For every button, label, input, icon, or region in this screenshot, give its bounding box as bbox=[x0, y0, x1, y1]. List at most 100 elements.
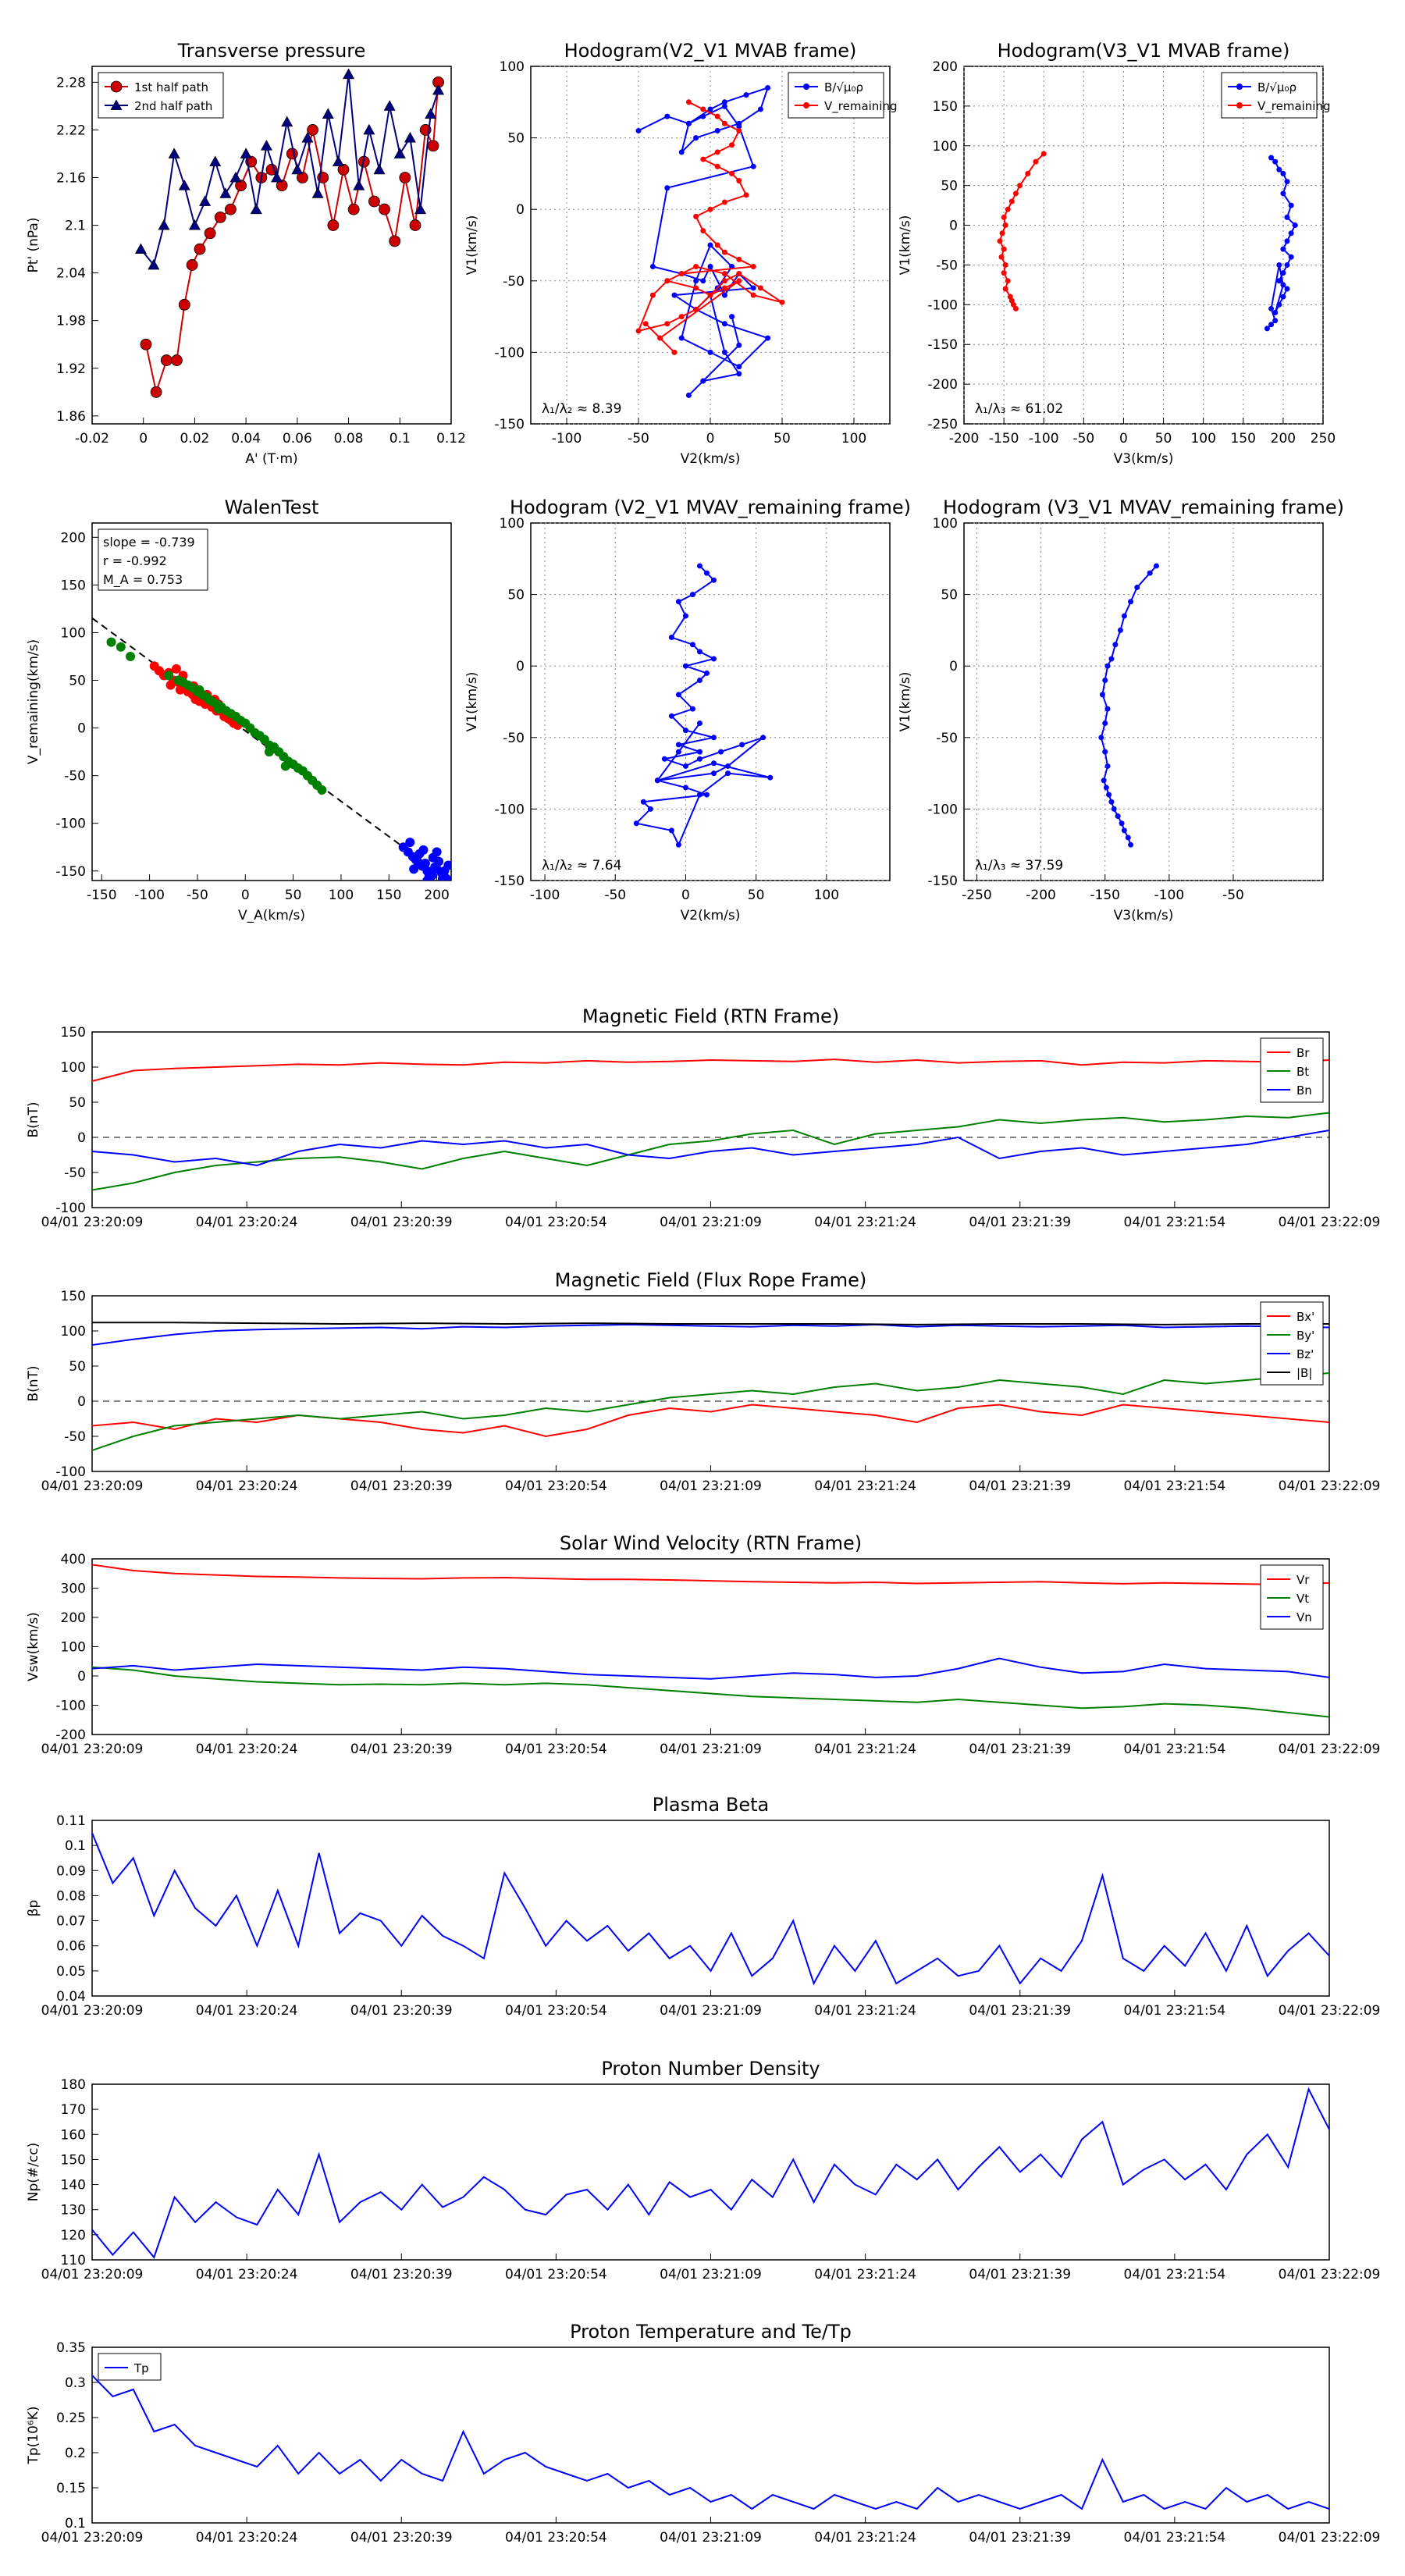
x-tick-label: 04/01 23:21:24 bbox=[814, 2530, 916, 2546]
y-tick-label: 100 bbox=[61, 1060, 86, 1076]
x-tick-label: 250 bbox=[1311, 431, 1336, 447]
x-tick-label: 04/01 23:20:24 bbox=[196, 2003, 298, 2019]
data-point bbox=[1103, 785, 1109, 791]
data-point bbox=[693, 263, 699, 269]
legend-label: By' bbox=[1297, 1329, 1314, 1343]
series-line-Bz' bbox=[92, 1323, 1329, 1346]
panel-title: WalenTest bbox=[225, 496, 319, 518]
data-point bbox=[1104, 706, 1111, 712]
x-tick-label: 04/01 23:21:39 bbox=[969, 2267, 1071, 2282]
data-point bbox=[1272, 318, 1279, 324]
data-point bbox=[1153, 563, 1159, 569]
series-line-Vt bbox=[92, 1666, 1329, 1718]
y-tick-label: 50 bbox=[69, 674, 86, 689]
y-tick-label: -100 bbox=[927, 802, 958, 817]
panel-vsw: Solar Wind Velocity (RTN Frame) -200 -100 0… bbox=[26, 1532, 1380, 1757]
panel-title: Solar Wind Velocity (RTN Frame) bbox=[560, 1532, 862, 1554]
data-point bbox=[368, 195, 380, 208]
data-point bbox=[711, 770, 717, 777]
y-tick-label: 2.16 bbox=[56, 170, 86, 186]
data-point bbox=[186, 259, 198, 271]
y-tick-label: -100 bbox=[55, 1699, 86, 1714]
legend bbox=[98, 72, 224, 119]
data-point bbox=[664, 278, 670, 284]
series-line-By' bbox=[92, 1372, 1329, 1451]
x-tick-label: 04/01 23:21:39 bbox=[969, 1478, 1071, 1494]
y-axis-label: B(nT) bbox=[26, 1101, 41, 1137]
x-tick-label: -100 bbox=[134, 888, 165, 903]
y-tick-label: 100 bbox=[61, 1640, 86, 1656]
scatter-point bbox=[317, 785, 327, 795]
data-point bbox=[750, 163, 756, 169]
x-tick-label: 04/01 23:21:24 bbox=[814, 1215, 916, 1230]
x-tick-label: 150 bbox=[1231, 431, 1256, 447]
y-tick-label: 120 bbox=[61, 2228, 86, 2243]
data-point bbox=[219, 187, 232, 198]
y-tick-label: 300 bbox=[61, 1582, 86, 1597]
data-point bbox=[668, 713, 674, 719]
y-tick-label: -100 bbox=[55, 1464, 86, 1480]
y-tick-label: 0.09 bbox=[56, 1863, 86, 1879]
data-point bbox=[1276, 301, 1282, 308]
x-tick-label: 04/01 23:21:09 bbox=[660, 1478, 762, 1494]
panel-mag_rtn: Magnetic Field (RTN Frame) -100 -50 0 50 100 1… bbox=[26, 1005, 1380, 1230]
scatter-point bbox=[420, 859, 430, 869]
data-point bbox=[675, 841, 681, 848]
x-tick-label: 150 bbox=[376, 888, 401, 903]
data-point bbox=[1008, 198, 1015, 205]
x-tick-label: 04/01 23:20:09 bbox=[41, 1478, 144, 1494]
x-tick-label: 04/01 23:20:24 bbox=[196, 2267, 298, 2282]
y-tick-label: 150 bbox=[61, 1289, 86, 1304]
y-tick-label: -100 bbox=[494, 345, 525, 361]
x-tick-label: 04/01 23:20:54 bbox=[505, 1742, 607, 1757]
y-tick-label: 0.25 bbox=[56, 2411, 86, 2426]
data-point bbox=[1268, 155, 1275, 161]
scatter-point bbox=[213, 704, 223, 714]
data-point bbox=[1111, 806, 1117, 812]
eigenvalue-ratio-label: λ₁/λ₃ ≈ 61.02 bbox=[975, 401, 1063, 417]
y-tick-label: 140 bbox=[61, 2178, 86, 2194]
data-point bbox=[240, 148, 252, 158]
data-point bbox=[736, 371, 742, 377]
data-point bbox=[675, 692, 681, 698]
x-tick-label: 04/01 23:20:24 bbox=[196, 2530, 298, 2546]
eigenvalue-ratio-label: λ₁/λ₂ ≈ 7.64 bbox=[542, 858, 621, 873]
x-tick-label: 04/01 23:20:54 bbox=[505, 2003, 607, 2019]
data-point bbox=[1101, 777, 1107, 784]
panel-title: Hodogram(V2_V1 MVAB frame) bbox=[564, 40, 857, 62]
scatter-point bbox=[164, 671, 174, 681]
y-tick-label: 150 bbox=[61, 2152, 86, 2168]
data-point bbox=[640, 799, 646, 805]
data-point bbox=[271, 171, 283, 183]
y-tick-label: 50 bbox=[69, 1095, 86, 1111]
y-tick-label: 50 bbox=[941, 179, 958, 194]
x-tick-label: 0.02 bbox=[180, 431, 209, 447]
data-point bbox=[635, 127, 642, 133]
y-tick-label: 50 bbox=[69, 1359, 86, 1375]
legend-label: Vr bbox=[1297, 1573, 1310, 1587]
scatter-point bbox=[264, 747, 274, 757]
data-point bbox=[696, 749, 702, 755]
y-tick-label: -150 bbox=[494, 417, 525, 432]
data-point bbox=[158, 219, 170, 230]
panel-title: Magnetic Field (Flux Rope Frame) bbox=[555, 1269, 866, 1291]
data-point bbox=[1268, 305, 1275, 311]
data-point bbox=[685, 392, 692, 398]
legend-label: Bz' bbox=[1297, 1347, 1314, 1361]
data-point bbox=[1128, 841, 1134, 848]
data-point bbox=[1280, 282, 1286, 288]
y-axis-label: Vsw(km/s) bbox=[26, 1612, 41, 1681]
y-tick-label: 2.22 bbox=[56, 123, 86, 138]
data-point bbox=[765, 84, 771, 91]
data-point bbox=[693, 135, 699, 141]
scatter-point bbox=[204, 694, 214, 704]
legend-label: Br bbox=[1297, 1046, 1310, 1060]
data-point bbox=[689, 642, 695, 648]
y-tick-label: 200 bbox=[933, 59, 958, 75]
data-point bbox=[736, 178, 742, 184]
scatter-point bbox=[422, 876, 432, 881]
data-point bbox=[389, 235, 401, 247]
y-tick-label: 2.28 bbox=[56, 75, 86, 91]
data-point bbox=[743, 192, 749, 198]
y-tick-label: -150 bbox=[55, 864, 86, 880]
